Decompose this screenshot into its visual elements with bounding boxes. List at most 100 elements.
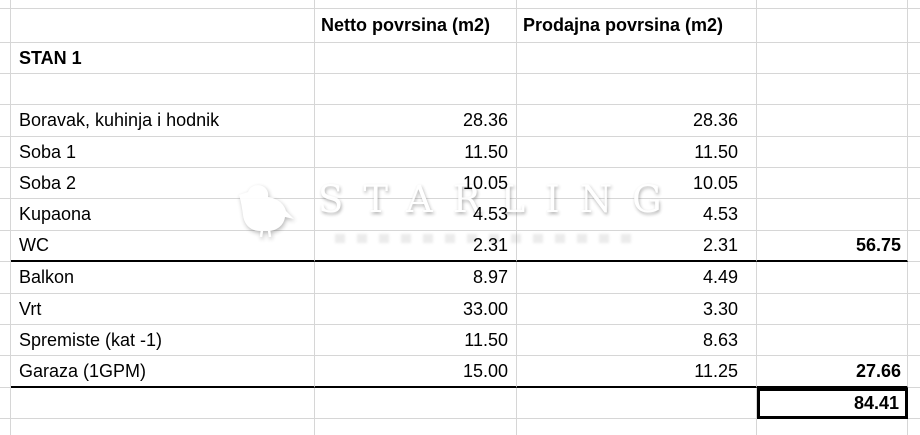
prodajna-value-cell[interactable]: 10.05 <box>517 168 757 199</box>
empty-cell <box>0 43 11 74</box>
prodajna-value-cell[interactable]: 4.49 <box>517 262 757 294</box>
room-label-cell[interactable]: Soba 1 <box>11 137 315 168</box>
empty-cell <box>908 199 920 231</box>
empty-cell <box>908 231 920 262</box>
room-label-cell[interactable]: Vrt <box>11 294 315 325</box>
subtotal-cell[interactable] <box>757 262 908 294</box>
header-prodajna-povrsina[interactable]: Prodajna povrsina (m2) <box>517 9 757 43</box>
cell-text: Boravak, kuhinja i hodnik <box>19 110 220 130</box>
empty-cell[interactable] <box>757 74 908 105</box>
empty-cell[interactable] <box>517 388 757 419</box>
subtotal-cell[interactable] <box>757 137 908 168</box>
netto-value-cell[interactable]: 11.50 <box>315 325 517 356</box>
cell-text: 11.25 <box>694 360 738 381</box>
empty-cell <box>315 0 517 9</box>
prodajna-value-cell[interactable]: 11.25 <box>517 356 757 388</box>
prodajna-value-cell[interactable]: 28.36 <box>517 105 757 137</box>
empty-cell <box>908 262 920 294</box>
prodajna-value-cell[interactable]: 8.63 <box>517 325 757 356</box>
cell-text: 11.50 <box>464 329 508 350</box>
room-label-cell[interactable]: WC <box>11 231 315 262</box>
empty-cell <box>0 137 11 168</box>
empty-cell <box>0 168 11 199</box>
header-text: Prodajna povrsina (m2) <box>523 15 724 35</box>
watermark-tagline <box>335 234 635 243</box>
empty-cell <box>908 356 920 388</box>
cell-text: 33.00 <box>462 298 508 319</box>
subtotal-cell[interactable] <box>757 325 908 356</box>
subtotal-cell[interactable]: 27.66 <box>757 356 908 388</box>
empty-cell <box>908 0 920 9</box>
empty-cell[interactable] <box>315 388 517 419</box>
empty-cell[interactable] <box>11 388 315 419</box>
empty-cell <box>315 419 517 435</box>
empty-cell[interactable] <box>315 43 517 74</box>
empty-cell <box>0 0 11 9</box>
cell-text: 15.00 <box>462 360 508 381</box>
empty-cell[interactable] <box>11 74 315 105</box>
cell-text: WC <box>19 235 49 255</box>
empty-cell <box>908 388 920 419</box>
empty-cell <box>0 105 11 137</box>
empty-cell <box>908 419 920 435</box>
cell-text: 84.41 <box>853 393 899 413</box>
empty-cell <box>757 0 908 9</box>
subtotal-cell[interactable] <box>757 294 908 325</box>
subtotal-cell[interactable] <box>757 105 908 137</box>
empty-cell <box>11 0 315 9</box>
empty-cell <box>908 168 920 199</box>
cell-text: 11.50 <box>694 141 738 162</box>
empty-cell <box>0 231 11 262</box>
empty-cell[interactable] <box>757 43 908 74</box>
cell-text: Garaza (1GPM) <box>19 360 147 381</box>
room-label-cell[interactable]: Balkon <box>11 262 315 294</box>
cell-text: 4.53 <box>702 204 738 224</box>
subtotal-cell[interactable]: 56.75 <box>757 231 908 262</box>
prodajna-value-cell[interactable]: 3.30 <box>517 294 757 325</box>
netto-value-cell[interactable]: 33.00 <box>315 294 517 325</box>
empty-cell <box>0 9 11 43</box>
empty-cell <box>0 325 11 356</box>
cell-text: 2.31 <box>472 235 508 255</box>
header-netto-povrsina[interactable]: Netto povrsina (m2) <box>315 9 517 43</box>
grand-total-cell[interactable]: 84.41 <box>757 388 908 419</box>
room-label-cell[interactable]: Spremiste (kat -1) <box>11 325 315 356</box>
netto-value-cell[interactable]: 8.97 <box>315 262 517 294</box>
subtotal-cell[interactable] <box>757 199 908 231</box>
prodajna-value-cell[interactable]: 11.50 <box>517 137 757 168</box>
empty-cell[interactable] <box>315 74 517 105</box>
netto-value-cell[interactable]: 15.00 <box>315 356 517 388</box>
cell-text: 4.53 <box>472 204 508 224</box>
empty-cell <box>11 419 315 435</box>
room-label-cell[interactable]: Boravak, kuhinja i hodnik <box>11 105 315 137</box>
netto-value-cell[interactable]: 11.50 <box>315 137 517 168</box>
netto-value-cell[interactable]: 2.31 <box>315 231 517 262</box>
cell-text: Vrt <box>19 298 42 319</box>
subtotal-cell[interactable] <box>757 168 908 199</box>
empty-cell[interactable] <box>11 9 315 43</box>
room-label-cell[interactable]: Soba 2 <box>11 168 315 199</box>
starling-bird-icon <box>239 185 294 238</box>
empty-cell[interactable] <box>757 9 908 43</box>
empty-cell <box>0 388 11 419</box>
empty-cell <box>0 419 11 435</box>
room-label-cell[interactable]: Garaza (1GPM) <box>11 356 315 388</box>
watermark-text: STARLING <box>318 178 682 221</box>
section-title-cell[interactable]: STAN 1 <box>11 43 315 74</box>
netto-value-cell[interactable]: 10.05 <box>315 168 517 199</box>
empty-cell <box>0 199 11 231</box>
room-label-cell[interactable]: Kupaona <box>11 199 315 231</box>
netto-value-cell[interactable]: 28.36 <box>315 105 517 137</box>
cell-text: Spremiste (kat -1) <box>19 329 163 350</box>
section-title: STAN 1 <box>19 47 82 68</box>
cell-text: 10.05 <box>462 172 508 193</box>
empty-cell[interactable] <box>517 43 757 74</box>
netto-value-cell[interactable]: 4.53 <box>315 199 517 231</box>
prodajna-value-cell[interactable]: 4.53 <box>517 199 757 231</box>
empty-cell <box>0 294 11 325</box>
cell-text: 27.66 <box>855 360 901 381</box>
empty-cell[interactable] <box>517 74 757 105</box>
prodajna-value-cell[interactable]: 2.31 <box>517 231 757 262</box>
cell-text: 10.05 <box>692 172 738 193</box>
